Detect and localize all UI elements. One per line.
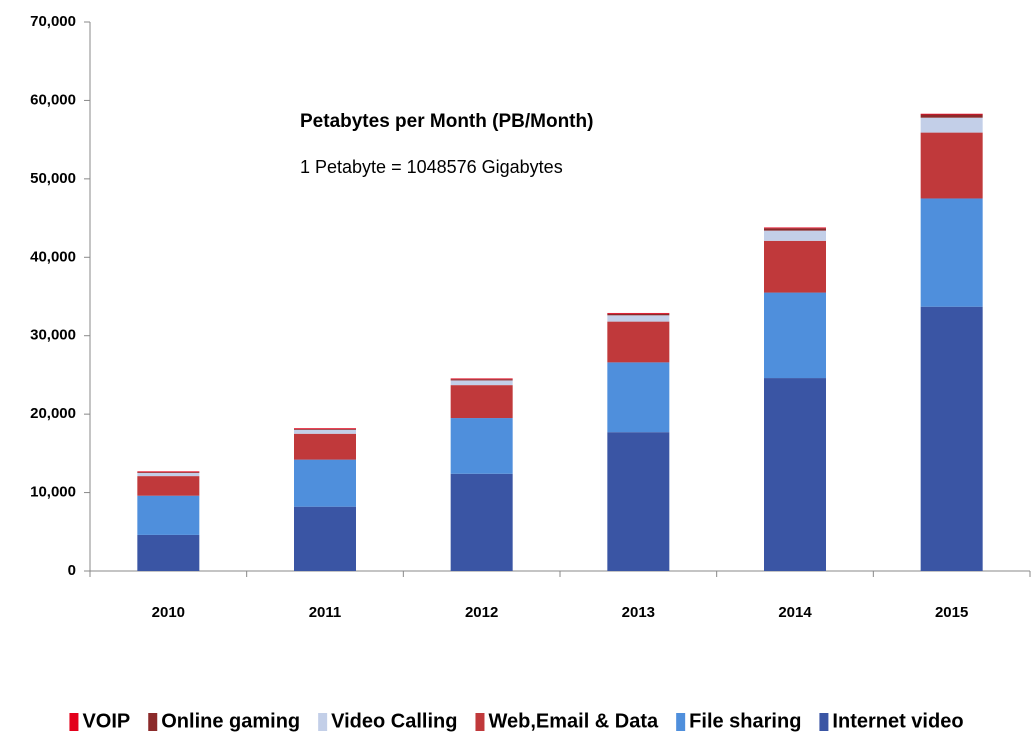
y-tick-label: 30,000 <box>30 327 76 344</box>
bar-segment <box>764 378 826 571</box>
y-tick-label: 0 <box>68 562 76 579</box>
bar-segment <box>920 117 983 133</box>
legend-label: File sharing <box>689 710 801 732</box>
legend-swatch <box>148 713 158 731</box>
legend-label: Online gaming <box>161 710 300 732</box>
bar-segment <box>920 113 983 115</box>
x-tick-label: 2012 <box>465 604 498 621</box>
bar-segment <box>764 227 826 229</box>
legend-swatch <box>475 713 485 731</box>
y-tick-label: 20,000 <box>30 405 76 422</box>
annotation: 1 Petabyte = 1048576 Gigabytes <box>300 157 563 177</box>
bar-segment <box>137 471 200 473</box>
x-tick-label: 2011 <box>309 604 342 621</box>
bar-segment <box>607 362 670 433</box>
bar-segment <box>607 312 670 314</box>
legend-swatch <box>69 713 79 731</box>
bar-segment <box>294 459 356 507</box>
bar-segment <box>450 473 513 571</box>
x-tick-label: 2015 <box>935 604 968 621</box>
legend-label: VOIP <box>82 710 130 732</box>
legend-swatch <box>819 713 829 731</box>
bar-segment <box>294 506 356 571</box>
bar-segment <box>764 228 826 231</box>
bar-segment <box>450 378 513 380</box>
y-tick-label: 50,000 <box>30 170 76 187</box>
legend-swatch <box>676 713 686 731</box>
x-tick-label: 2014 <box>778 604 812 621</box>
bar-segment <box>294 429 356 434</box>
bar-segment <box>607 315 670 322</box>
y-tick-label: 10,000 <box>30 484 76 501</box>
legend: VOIP Online gaming Video Calling Web,Email … <box>69 710 964 732</box>
bar-segment <box>920 132 983 199</box>
bar-segment <box>294 429 356 430</box>
bar-segment <box>607 313 670 316</box>
bar-segment <box>920 114 983 118</box>
bar-segment <box>137 495 200 535</box>
legend-label: Internet video <box>832 710 963 732</box>
y-tick-label: 70,000 <box>30 13 76 30</box>
bar-segment <box>607 321 670 363</box>
bar-segment <box>450 380 513 386</box>
bar-segment <box>137 534 200 571</box>
bar-segment <box>137 472 200 477</box>
legend-swatch <box>318 713 328 731</box>
x-tick-label: 2013 <box>622 604 655 621</box>
bar-segment <box>450 385 513 419</box>
bar-segment <box>294 428 356 430</box>
bar-segment <box>920 306 983 571</box>
bar-segment <box>137 472 200 473</box>
bar-segment <box>450 418 513 474</box>
x-tick-label: 2010 <box>152 604 185 621</box>
bar-segment <box>607 432 670 571</box>
legend-label: Video Calling <box>331 710 457 732</box>
bar-segment <box>137 476 200 496</box>
legend-label: Web,Email & Data <box>488 710 659 732</box>
y-tick-label: 40,000 <box>30 248 76 265</box>
y-tick-label: 60,000 <box>30 91 76 108</box>
bar-segment <box>764 230 826 241</box>
bar-segment <box>920 198 983 307</box>
bar-segment <box>764 292 826 379</box>
annotation: Petabytes per Month (PB/Month) <box>300 111 593 132</box>
bar-segment <box>450 379 513 381</box>
bar-segment <box>764 240 826 293</box>
bar-segment <box>294 433 356 460</box>
